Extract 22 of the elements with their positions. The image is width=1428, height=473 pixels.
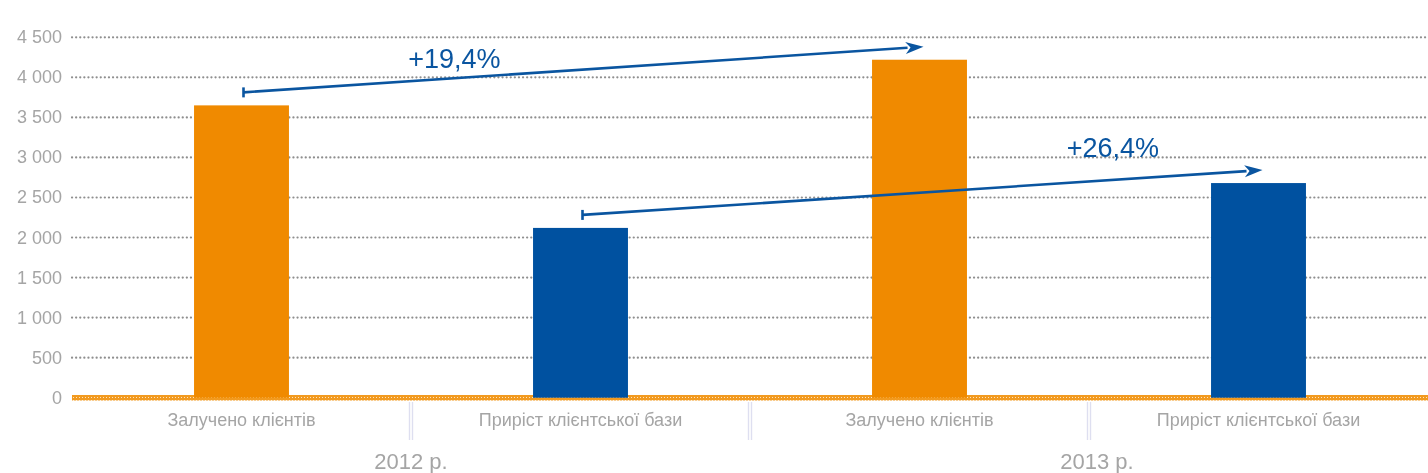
y-tick-label: 3 500 [16, 107, 62, 128]
y-tick-label: 2 500 [16, 187, 62, 208]
y-tick-label: 4 000 [16, 67, 62, 88]
series-label: Залучено клієнтів [167, 410, 316, 430]
bar [533, 227, 628, 398]
bar [872, 59, 967, 398]
y-tick-label: 500 [31, 347, 62, 368]
y-tick-label: 1 000 [16, 307, 62, 328]
y-tick-label: 4 500 [16, 27, 62, 48]
annotation: +26,4% [1066, 132, 1160, 163]
x-tick-label: 2013 р. [1060, 448, 1134, 473]
text: Приріст клієнтської бази [1156, 410, 1361, 430]
x-tick-label: 2012 р. [374, 448, 448, 473]
y-tick-label: 3 000 [16, 147, 62, 168]
bar [1211, 183, 1306, 398]
y-tick-label: 1 500 [16, 267, 62, 288]
text: Залучено клієнтів [845, 410, 994, 430]
bar [194, 105, 289, 398]
annotation: +19,4% [408, 44, 501, 75]
y-tick-label: 0 [51, 387, 62, 408]
series-label: Приріст клієнтської бази [478, 410, 683, 430]
y-tick-label: 2 000 [16, 227, 62, 248]
